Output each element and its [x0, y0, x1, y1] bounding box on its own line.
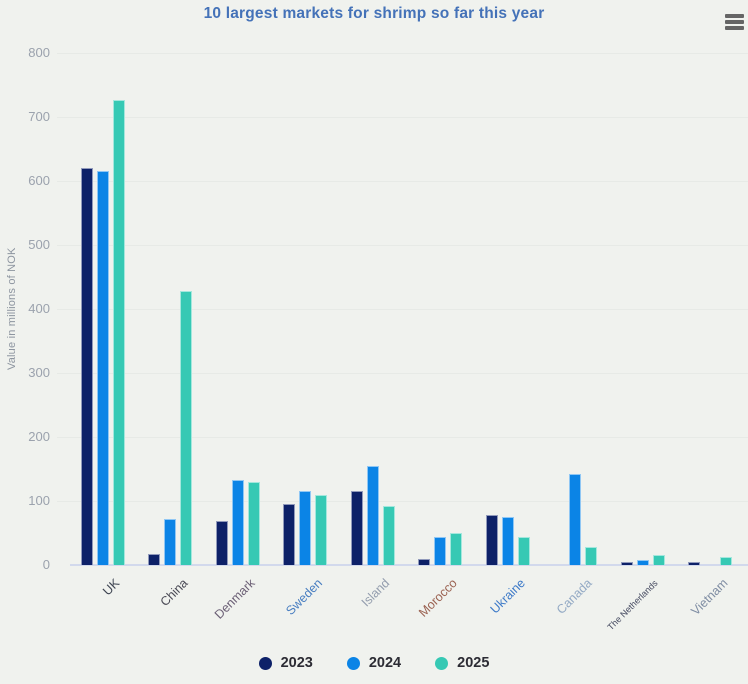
- x-label-sweden: Sweden: [283, 576, 326, 618]
- y-tick-label-0: 0: [42, 557, 50, 572]
- bar-group-the-netherlands: [609, 53, 677, 565]
- bar-denmark-2023[interactable]: [215, 520, 228, 565]
- legend-swatch-2025: [435, 656, 449, 670]
- gridline-100: [57, 501, 748, 502]
- y-tick-label-400: 400: [28, 301, 50, 316]
- x-axis-baseline: [70, 564, 748, 566]
- x-label-canada: Canada: [554, 576, 596, 617]
- bar-group-uk: [69, 53, 137, 565]
- y-tick-label-600: 600: [28, 173, 50, 188]
- bar-the-netherlands-2024[interactable]: [636, 559, 649, 565]
- bar-denmark-2025[interactable]: [247, 482, 260, 565]
- x-label-ukraine: Ukraine: [487, 576, 528, 617]
- hamburger-icon: [725, 26, 744, 30]
- y-tick-label-700: 700: [28, 109, 50, 124]
- bar-vietnam-2025[interactable]: [720, 557, 733, 565]
- bar-uk-2023[interactable]: [80, 168, 93, 565]
- x-label-denmark: Denmark: [211, 576, 258, 622]
- bar-group-morocco: [407, 53, 475, 565]
- bar-canada-2024[interactable]: [569, 474, 582, 565]
- plot-area: [69, 53, 744, 565]
- bar-ukraine-2024[interactable]: [501, 517, 514, 565]
- hamburger-icon: [725, 14, 744, 18]
- bar-sweden-2024[interactable]: [299, 491, 312, 565]
- bar-group-china: [137, 53, 205, 565]
- bar-group-canada: [542, 53, 610, 565]
- hamburger-icon: [725, 20, 744, 24]
- bar-group-vietnam: [677, 53, 745, 565]
- gridline-300: [57, 373, 748, 374]
- y-tick-label-800: 800: [28, 45, 50, 60]
- bar-the-netherlands-2025[interactable]: [652, 555, 665, 565]
- legend-item-2025[interactable]: 2025: [435, 655, 489, 671]
- bar-the-netherlands-2023[interactable]: [620, 561, 633, 565]
- x-label-morocco: Morocco: [416, 576, 461, 620]
- bar-china-2023[interactable]: [148, 554, 161, 565]
- bar-china-2025[interactable]: [180, 291, 193, 565]
- bar-ukraine-2025[interactable]: [517, 537, 530, 565]
- gridline-200: [57, 437, 748, 438]
- gridline-600: [57, 181, 748, 182]
- bar-uk-2024[interactable]: [96, 170, 109, 565]
- x-label-the-netherlands: The Netherlands: [605, 578, 660, 633]
- bar-group-sweden: [272, 53, 340, 565]
- legend-swatch-2024: [346, 656, 360, 670]
- bar-denmark-2024[interactable]: [231, 479, 244, 565]
- bar-group-island: [339, 53, 407, 565]
- legend-swatch-2023: [258, 656, 272, 670]
- gridline-400: [57, 309, 748, 310]
- x-label-uk: UK: [100, 576, 123, 599]
- x-label-island: Island: [359, 576, 393, 610]
- bar-china-2024[interactable]: [164, 518, 177, 565]
- y-tick-label-500: 500: [28, 237, 50, 252]
- y-tick-label-200: 200: [28, 429, 50, 444]
- bar-sweden-2023[interactable]: [283, 504, 296, 565]
- bar-morocco-2024[interactable]: [434, 537, 447, 565]
- bar-sweden-2025[interactable]: [315, 494, 328, 565]
- bar-vietnam-2023[interactable]: [688, 561, 701, 565]
- legend-item-2023[interactable]: 2023: [258, 655, 313, 671]
- bar-island-2023[interactable]: [350, 491, 363, 565]
- gridline-500: [57, 245, 748, 246]
- bar-canada-2025[interactable]: [585, 547, 598, 565]
- legend-item-2024[interactable]: 2024: [346, 655, 402, 671]
- bar-morocco-2023[interactable]: [418, 559, 431, 565]
- x-label-vietnam: Vietnam: [687, 576, 731, 619]
- bar-island-2025[interactable]: [382, 506, 395, 565]
- chart-title: 10 largest markets for shrimp so far thi…: [203, 5, 545, 22]
- y-tick-label-100: 100: [28, 493, 50, 508]
- bar-morocco-2025[interactable]: [450, 533, 463, 565]
- x-label-china: China: [157, 576, 191, 610]
- gridline-700: [57, 117, 748, 118]
- legend-label-2023: 2023: [280, 655, 313, 671]
- bar-ukraine-2023[interactable]: [485, 515, 498, 565]
- legend-label-2025: 2025: [457, 655, 490, 671]
- bar-uk-2025[interactable]: [112, 99, 125, 565]
- legend-label-2024: 2024: [368, 655, 402, 671]
- legend: 2023 2024 2025: [0, 655, 748, 671]
- bar-group-ukraine: [474, 53, 542, 565]
- export-menu-button[interactable]: [719, 9, 747, 35]
- y-tick-label-300: 300: [28, 365, 50, 380]
- gridline-800: [57, 53, 748, 54]
- bar-island-2024[interactable]: [366, 466, 379, 565]
- bar-group-denmark: [204, 53, 272, 565]
